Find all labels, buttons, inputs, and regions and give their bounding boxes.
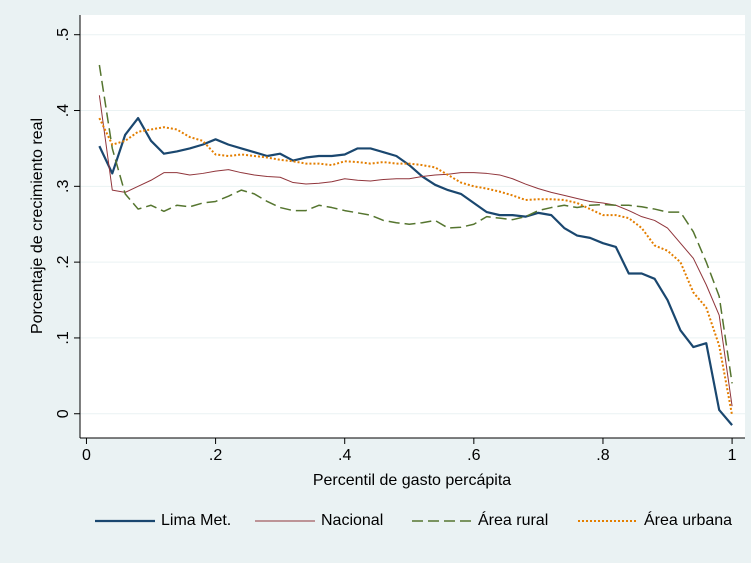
x-tick-label: .4 bbox=[338, 447, 351, 464]
legend-label: Lima Met. bbox=[161, 512, 231, 529]
plot-area bbox=[80, 15, 745, 438]
legend-label: Área rural bbox=[478, 510, 548, 529]
series-line bbox=[98, 117, 734, 416]
x-axis-title: Percentil de gasto percápita bbox=[313, 472, 511, 489]
y-tick-label: .3 bbox=[55, 180, 72, 193]
series-line bbox=[98, 95, 733, 407]
x-tick-label: .6 bbox=[467, 447, 480, 464]
y-axis-title: Porcentaje de crecimiento real bbox=[29, 118, 46, 334]
x-tick-label: 1 bbox=[728, 447, 737, 464]
x-tick-label: 0 bbox=[82, 447, 91, 464]
y-tick-label: .2 bbox=[55, 255, 72, 268]
x-tick-label: .8 bbox=[596, 447, 609, 464]
series-line bbox=[98, 64, 733, 384]
legend-label: Área urbana bbox=[644, 510, 732, 529]
y-tick-label: 0 bbox=[55, 409, 72, 418]
y-tick-label: .5 bbox=[55, 28, 72, 41]
x-tick-label: .2 bbox=[209, 447, 222, 464]
legend-label: Nacional bbox=[321, 512, 383, 529]
y-tick-label: .1 bbox=[55, 331, 72, 344]
y-tick-label: .4 bbox=[55, 104, 72, 117]
series-line bbox=[98, 116, 733, 426]
